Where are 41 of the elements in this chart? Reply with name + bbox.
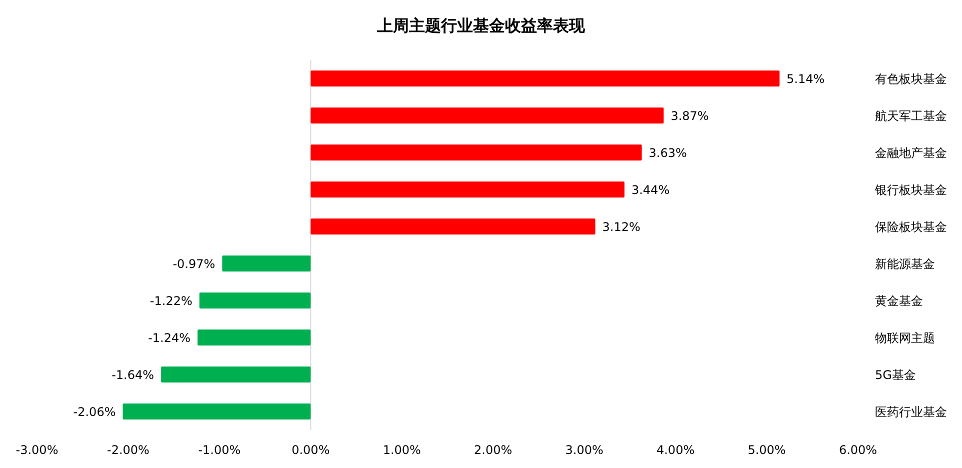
- data-label: -0.97%: [172, 257, 216, 271]
- data-label: 3.44%: [631, 183, 670, 197]
- data-label: -1.22%: [150, 294, 192, 308]
- bar: [198, 330, 311, 346]
- bar: [122, 404, 311, 420]
- x-tick-label: -2.00%: [106, 443, 150, 457]
- bar: [222, 256, 311, 272]
- x-tick-label: 4.00%: [656, 443, 695, 457]
- y-tick-label: 有色板块基金: [875, 72, 947, 86]
- x-tick-label: 6.00%: [838, 443, 878, 457]
- x-tick-label: 5.00%: [748, 443, 786, 457]
- x-tick-label: 1.00%: [382, 443, 421, 457]
- y-tick-label: 银行板块基金: [874, 183, 947, 197]
- bar: [310, 70, 780, 86]
- y-tick-label: 金融地产基金: [875, 146, 947, 160]
- bar: [310, 218, 596, 234]
- y-tick-label: 新能源基金: [875, 257, 935, 271]
- y-tick-label: 航天军工基金: [875, 109, 947, 123]
- x-tick-label: 0.00%: [292, 443, 330, 457]
- y-tick-label: 物联网主题: [875, 331, 935, 345]
- data-label: 3.12%: [602, 220, 640, 234]
- y-tick-label: 医药行业基金: [875, 405, 947, 419]
- data-label: -1.64%: [112, 368, 154, 382]
- data-label: -2.06%: [73, 405, 116, 419]
- data-label: -1.24%: [148, 331, 191, 345]
- data-label: 5.14%: [786, 72, 825, 86]
- chart-title: 上周主题行业基金收益率表现: [376, 16, 586, 35]
- x-tick-label: 2.00%: [474, 443, 512, 457]
- bar: [310, 108, 664, 124]
- x-tick-label: -3.00%: [16, 443, 58, 457]
- data-label: 3.63%: [648, 146, 687, 160]
- bar: [310, 182, 624, 198]
- x-tick-label: 3.00%: [565, 443, 604, 457]
- bar: [310, 144, 642, 160]
- bar: [199, 292, 311, 308]
- y-tick-label: 保险板块基金: [875, 220, 947, 234]
- data-label: 3.87%: [670, 109, 709, 123]
- y-tick-label: 黄金基金: [875, 294, 923, 308]
- y-tick-label: 5G基金: [875, 368, 916, 382]
- x-tick-label: -1.00%: [198, 443, 241, 457]
- bar: [161, 366, 311, 382]
